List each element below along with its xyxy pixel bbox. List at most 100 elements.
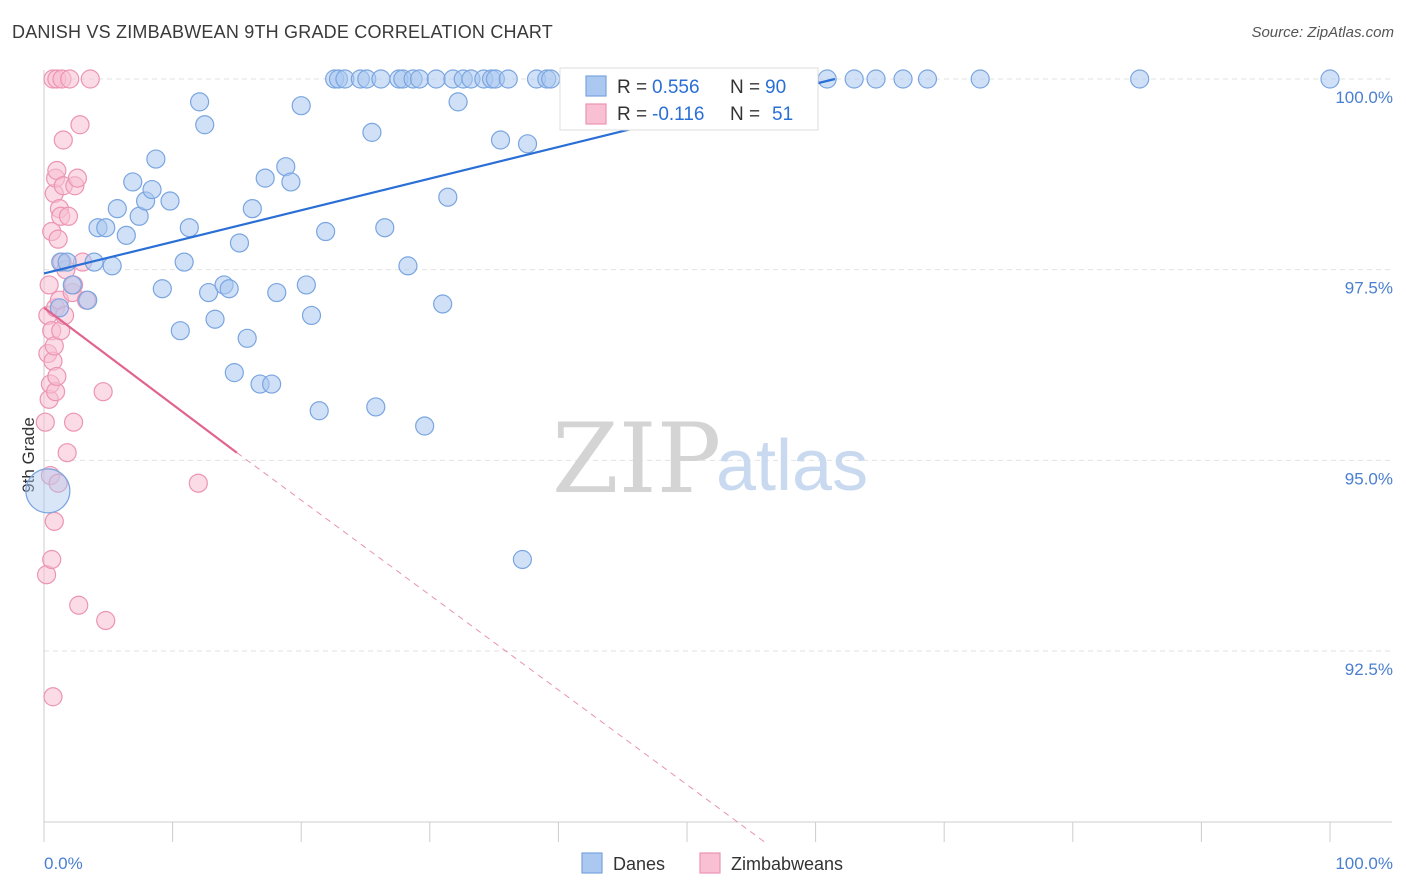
zimbabweans-points (35, 69, 208, 707)
danes-point-39 (296, 275, 316, 295)
zimbabweans-trend-line (43, 306, 238, 454)
x-tick-labels: 0.0% 100.0% (44, 854, 1393, 873)
danes-point-19 (170, 321, 190, 341)
legend-n-label-zimbabweans: N = (730, 104, 760, 125)
danes-point-27 (219, 279, 239, 299)
zimbabweans-point-37 (60, 69, 80, 89)
danes-point-70 (512, 549, 532, 570)
zimbabweans-point-35 (57, 443, 77, 463)
legend-n-value-danes: 90 (765, 77, 786, 98)
danes-point-29 (229, 233, 250, 253)
series-legend-label-danes: Danes (613, 854, 665, 874)
watermark-atlas: atlas (716, 426, 868, 506)
danes-point-24 (199, 282, 219, 303)
stats-legend: R = 0.556 N = 90 R = -0.116 N = 51 (559, 67, 819, 131)
danes-point-25 (205, 309, 225, 329)
danes-point-56 (409, 69, 430, 89)
danes-point-34 (262, 374, 282, 394)
y-tick-label-2: 95.0% (1345, 469, 1393, 488)
danes-point-54 (398, 256, 418, 276)
watermark-zip: ZIP (552, 403, 721, 515)
legend-n-value-zimbabweans: 51 (772, 104, 793, 125)
danes-point-40 (301, 305, 322, 326)
danes-point-22 (190, 92, 210, 112)
danes-point-38 (291, 96, 311, 116)
danes-point-58 (426, 69, 446, 89)
y-tick-label-1: 97.5% (1345, 279, 1393, 298)
danes-point-10 (107, 199, 127, 219)
chart-title: DANISH VS ZIMBABWEAN 9TH GRADE CORRELATI… (12, 22, 554, 42)
danes-point-16 (146, 149, 166, 169)
zimbabweans-point-48 (93, 382, 113, 402)
source-credit: Source: ZipAtlas.com (1251, 24, 1394, 41)
y-tick-label-3: 92.5% (1345, 660, 1393, 679)
danes-point-41 (309, 401, 329, 421)
legend-r-label-zimbabweans: R = (617, 104, 647, 125)
danes-point-90 (970, 69, 990, 89)
series-legend: Danes Zimbabweans (581, 852, 843, 874)
danes-point-37 (281, 172, 301, 192)
legend-r-value-zimbabweans: -0.116 (652, 104, 704, 125)
danes-point-30 (237, 328, 257, 348)
zimbabweans-point-22 (47, 366, 67, 387)
danes-point-28 (224, 363, 244, 383)
danes-point-92 (1320, 69, 1340, 89)
danes-point-0 (25, 468, 71, 514)
zimbabweans-point-36 (58, 206, 79, 226)
danes-point-1 (49, 298, 70, 318)
danes-point-33 (255, 168, 275, 188)
legend-r-value-danes: 0.556 (652, 77, 700, 98)
danes-point-74 (541, 69, 561, 89)
zimbabweans-point-49 (96, 610, 116, 631)
legend-r-label-danes: R = (617, 77, 647, 98)
danes-point-9 (102, 256, 122, 276)
zimbabweans-point-43 (69, 595, 89, 615)
danes-point-8 (96, 218, 116, 238)
danes-point-62 (448, 92, 468, 112)
x-tick-label-max: 100.0% (1335, 854, 1393, 873)
danes-point-35 (267, 282, 287, 303)
danes-point-88 (893, 69, 913, 89)
series-legend-label-zimbabweans: Zimbabweans (731, 854, 843, 874)
series-legend-swatch-danes (581, 852, 603, 874)
zimbabweans-point-16 (44, 511, 64, 531)
danes-point-23 (195, 115, 215, 135)
danes-point-89 (917, 69, 938, 89)
zimbabweans-point-42 (67, 168, 88, 188)
danes-point-5 (78, 290, 98, 310)
danes-point-31 (242, 199, 262, 219)
zimbabweans-point-24 (48, 473, 68, 493)
danes-point-48 (362, 122, 382, 142)
zimbabweans-point-0 (35, 412, 55, 432)
danes-point-4 (62, 275, 82, 295)
zimbabweans-point-47 (80, 69, 100, 89)
watermark: ZIP atlas (552, 403, 868, 515)
zimbabweans-point-44 (70, 115, 90, 135)
legend-swatch-zimbabweans (585, 103, 607, 125)
legend-swatch-danes (585, 75, 607, 97)
zimbabweans-point-50 (188, 473, 208, 493)
danes-point-91 (1130, 69, 1150, 89)
danes-point-42 (316, 221, 336, 242)
x-tick-label-min: 0.0% (44, 854, 83, 873)
danes-point-68 (490, 130, 511, 150)
legend-n-label-danes: N = (730, 77, 760, 98)
danes-point-15 (142, 179, 162, 200)
zimbabweans-point-23 (48, 229, 68, 249)
danes-point-21 (179, 218, 199, 238)
y-tick-labels: 100.0% 97.5% 95.0% 92.5% (1335, 88, 1393, 679)
danes-point-17 (152, 279, 172, 299)
y-tick-label-0: 100.0% (1335, 88, 1393, 107)
danes-point-49 (366, 397, 386, 417)
zimbabweans-point-10 (42, 549, 62, 570)
zimbabweans-point-31 (53, 130, 73, 150)
zimbabweans-point-40 (63, 412, 84, 432)
danes-point-59 (433, 294, 453, 314)
danes-point-87 (866, 69, 886, 89)
danes-point-60 (438, 187, 458, 207)
danes-point-86 (844, 69, 864, 89)
danes-point-51 (375, 218, 395, 238)
zimbabweans-point-5 (39, 275, 59, 295)
danes-point-20 (174, 252, 194, 272)
